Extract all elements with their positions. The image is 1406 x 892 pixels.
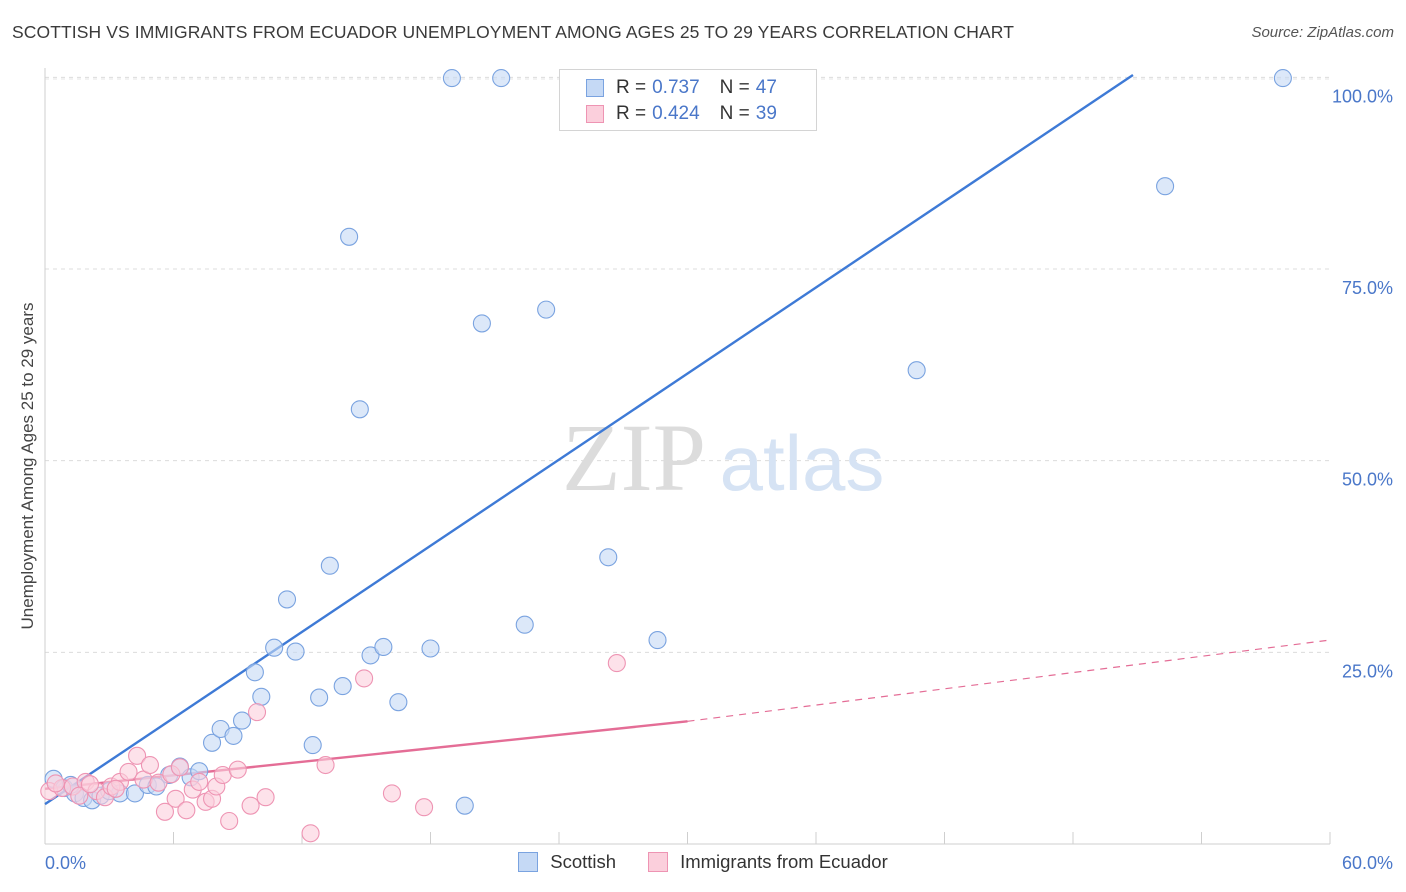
point-scottish: [203, 733, 222, 752]
legend-swatch-scottish: [586, 79, 604, 97]
legend-row-ecuador: R = 0.424 N = 39: [586, 102, 777, 126]
legend-r-label: R =: [616, 77, 647, 98]
point-ecuador: [155, 802, 174, 821]
point-scottish: [374, 637, 393, 657]
point-ecuador: [220, 811, 239, 831]
legend-r-value: 0.737: [652, 77, 700, 98]
points-layer: [40, 69, 1292, 843]
point-scottish: [252, 687, 271, 706]
point-scottish: [389, 693, 408, 712]
point-ecuador: [607, 654, 626, 673]
point-scottish: [224, 726, 243, 745]
watermark: ZIP atlas: [562, 404, 884, 511]
point-ecuador: [166, 789, 185, 808]
point-scottish: [265, 638, 284, 657]
point-scottish: [286, 642, 305, 661]
legend-item-scottish[interactable]: Scottish: [518, 851, 616, 873]
y-tick-label: 100.0%: [1332, 86, 1393, 106]
y-tick-label: 25.0%: [1342, 661, 1393, 681]
point-ecuador: [213, 765, 232, 785]
point-ecuador: [355, 669, 374, 688]
legend-label-ecuador: Immigrants from Ecuador: [680, 851, 888, 872]
point-ecuador: [106, 779, 125, 798]
point-ecuador: [382, 784, 402, 803]
point-ecuador: [256, 788, 275, 807]
x-tick-label-min: 0.0%: [45, 853, 86, 873]
trendline-ecuador: [687, 639, 1331, 722]
point-ecuador: [190, 772, 209, 791]
point-scottish: [421, 639, 440, 658]
y-tick-label: 50.0%: [1342, 470, 1393, 490]
point-scottish: [245, 663, 264, 682]
point-scottish: [232, 711, 252, 730]
point-scottish: [537, 300, 556, 319]
legend-item-ecuador[interactable]: Immigrants from Ecuador: [648, 851, 888, 873]
point-scottish: [472, 314, 491, 333]
point-scottish: [492, 69, 511, 88]
trendline-scottish: [44, 74, 1134, 806]
point-ecuador: [80, 775, 100, 794]
point-scottish: [1273, 69, 1292, 88]
point-ecuador: [247, 703, 267, 722]
point-ecuador: [301, 824, 320, 843]
point-scottish: [907, 361, 926, 380]
point-scottish: [333, 677, 352, 696]
point-scottish: [361, 646, 380, 665]
point-scottish: [1156, 177, 1175, 196]
legend-r-value: 0.424: [652, 103, 700, 124]
point-scottish: [125, 784, 144, 803]
legend-swatch-scottish: [518, 852, 539, 872]
point-scottish: [340, 227, 359, 246]
point-ecuador: [140, 755, 159, 775]
y-tick-label: 75.0%: [1342, 278, 1393, 298]
legend-label-scottish: Scottish: [550, 851, 617, 872]
point-ecuador: [46, 774, 65, 793]
point-ecuador: [149, 773, 168, 792]
correlation-legend: R = 0.737 N = 47 R = 0.424 N = 39: [559, 69, 817, 131]
point-ecuador: [70, 786, 89, 805]
legend-n-label: N =: [719, 103, 750, 124]
axis-layer: 25.0% 50.0% 75.0% 100.0% 0.0% 60.0%: [44, 68, 1393, 873]
watermark-atlas: atlas: [720, 419, 885, 507]
chart-title: SCOTTISH VS IMMIGRANTS FROM ECUADOR UNEM…: [12, 22, 1015, 42]
point-scottish: [303, 736, 322, 755]
y-axis-label: Unemployment Among Ages 25 to 29 years: [18, 302, 37, 630]
source-credit: Source: ZipAtlas.com: [1251, 24, 1394, 41]
point-scottish: [648, 631, 667, 650]
point-scottish: [442, 69, 461, 88]
legend-n-value: 39: [755, 103, 777, 124]
point-ecuador: [177, 801, 196, 820]
point-ecuador: [241, 796, 260, 815]
point-ecuador: [316, 755, 335, 775]
point-scottish: [455, 796, 474, 815]
point-scottish: [599, 548, 618, 567]
series-legend: Scottish Immigrants from Ecuador: [0, 851, 1406, 873]
grid-layer: [45, 76, 1330, 653]
legend-swatch-ecuador: [586, 105, 604, 123]
legend-n-label: N =: [719, 77, 750, 98]
x-tick-label-max: 60.0%: [1342, 853, 1393, 873]
point-ecuador: [228, 760, 247, 779]
point-scottish: [277, 590, 297, 609]
legend-swatch-ecuador: [648, 852, 669, 872]
point-scottish: [350, 400, 369, 419]
point-ecuador: [119, 762, 138, 781]
legend-r-label: R =: [616, 103, 647, 124]
watermark-zip: ZIP: [562, 404, 706, 511]
legend-n-value: 47: [755, 77, 777, 98]
point-ecuador: [415, 798, 434, 817]
point-scottish: [320, 556, 339, 575]
point-ecuador: [170, 758, 189, 777]
point-ecuador: [128, 746, 147, 765]
point-scottish: [310, 688, 329, 707]
legend-row-scottish: R = 0.737 N = 47: [586, 76, 777, 100]
point-scottish: [515, 615, 534, 634]
